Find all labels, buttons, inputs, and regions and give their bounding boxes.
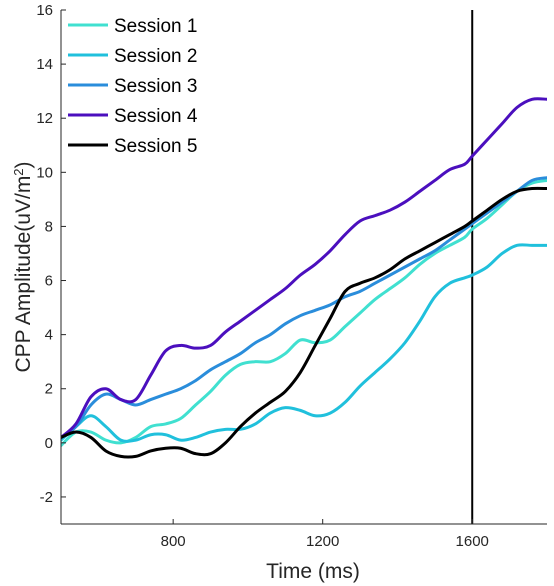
legend-item-3: Session 3 bbox=[68, 76, 197, 97]
y-axis-title: CPP Amplitude(uV/m2) bbox=[11, 161, 36, 372]
legend-item-2: Session 2 bbox=[68, 46, 197, 67]
axes-layer: -2 0 2 4 6 8 10 12 14 16 800 1200 1600 bbox=[36, 2, 547, 550]
legend: Session 1 Session 2 Session 3 Session 4 Sess… bbox=[68, 16, 198, 157]
y-axis-title-superscript: 2 bbox=[11, 168, 26, 175]
series-layer bbox=[61, 97, 547, 459]
y-axis-title-end: ) bbox=[12, 161, 35, 168]
y-tick-label: 4 bbox=[45, 327, 53, 344]
y-tick-label: 16 bbox=[36, 2, 53, 19]
y-tick-label: 8 bbox=[45, 218, 53, 235]
x-tick-label: 800 bbox=[161, 533, 186, 550]
legend-label: Session 4 bbox=[114, 106, 198, 127]
legend-label: Session 1 bbox=[114, 16, 197, 37]
y-tick-label: 2 bbox=[45, 381, 53, 398]
legend-item-1: Session 1 bbox=[68, 16, 197, 37]
y-tick-label: 0 bbox=[45, 435, 53, 452]
y-tick-label: 14 bbox=[36, 56, 53, 73]
series-line-2 bbox=[61, 243, 547, 443]
x-axis-title: Time (ms) bbox=[266, 560, 360, 583]
x-tick-label: 1600 bbox=[456, 533, 489, 550]
legend-label: Session 3 bbox=[114, 76, 197, 97]
legend-item-4: Session 4 bbox=[68, 106, 198, 127]
series-line-1 bbox=[61, 178, 547, 448]
y-tick-label: 6 bbox=[45, 273, 53, 290]
y-axis-title-main: CPP Amplitude(uV/m bbox=[12, 176, 35, 373]
legend-label: Session 2 bbox=[114, 46, 197, 67]
y-tick-label: -2 bbox=[40, 489, 53, 506]
y-tick-label: 10 bbox=[36, 164, 53, 181]
series-line-3 bbox=[61, 176, 547, 439]
legend-item-5: Session 5 bbox=[68, 136, 197, 157]
x-tick-label: 1200 bbox=[306, 533, 339, 550]
legend-label: Session 5 bbox=[114, 136, 197, 157]
y-tick-label: 12 bbox=[36, 110, 53, 127]
series-line-5 bbox=[61, 186, 547, 459]
series-line-4 bbox=[61, 97, 547, 439]
